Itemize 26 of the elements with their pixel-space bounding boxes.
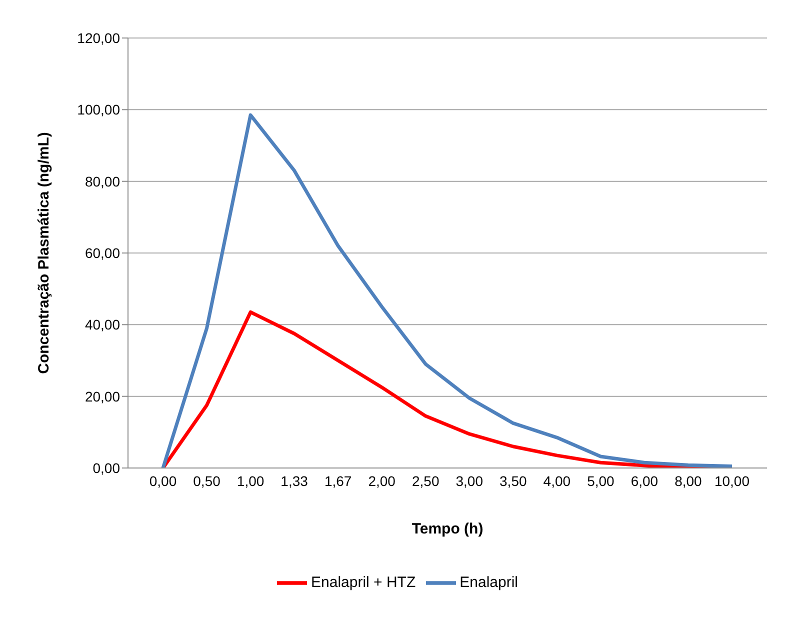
x-tick-label: 3,00 xyxy=(456,472,484,489)
x-tick-label: 0,50 xyxy=(193,472,221,489)
legend-label: Enalapril + HTZ xyxy=(311,574,416,591)
y-tick-label: 80,00 xyxy=(84,173,120,190)
x-tick-label: 0,00 xyxy=(149,472,177,489)
x-tick-label: 4,00 xyxy=(543,472,571,489)
x-tick-label: 2,50 xyxy=(412,472,440,489)
y-tick-label: 40,00 xyxy=(84,316,120,333)
x-tick-label: 5,00 xyxy=(587,472,615,489)
legend-label: Enalapril xyxy=(460,574,518,591)
x-tick-label: 3,50 xyxy=(500,472,527,489)
x-tick-label: 2,00 xyxy=(368,472,396,489)
x-tick-label: 1,33 xyxy=(280,472,308,489)
line-series xyxy=(161,113,734,468)
y-axis-title: Concentração Plasmática (ng/mL) xyxy=(35,132,52,374)
y-tick-label: 100,00 xyxy=(77,102,120,118)
x-tick-label: 10,00 xyxy=(714,472,750,489)
x-tick-label: 1,67 xyxy=(324,472,352,489)
x-tick-label: 8,00 xyxy=(674,472,702,489)
y-tick-label: 0,00 xyxy=(92,460,120,476)
x-tick-label: 6,00 xyxy=(630,472,658,489)
y-tick-label: 20,00 xyxy=(84,388,120,404)
y-tick-label: 120,00 xyxy=(77,30,120,46)
x-tick-label: 1,00 xyxy=(236,472,264,489)
x-axis-title: Tempo (h) xyxy=(412,520,484,538)
y-tick-label: 60,00 xyxy=(84,244,120,261)
